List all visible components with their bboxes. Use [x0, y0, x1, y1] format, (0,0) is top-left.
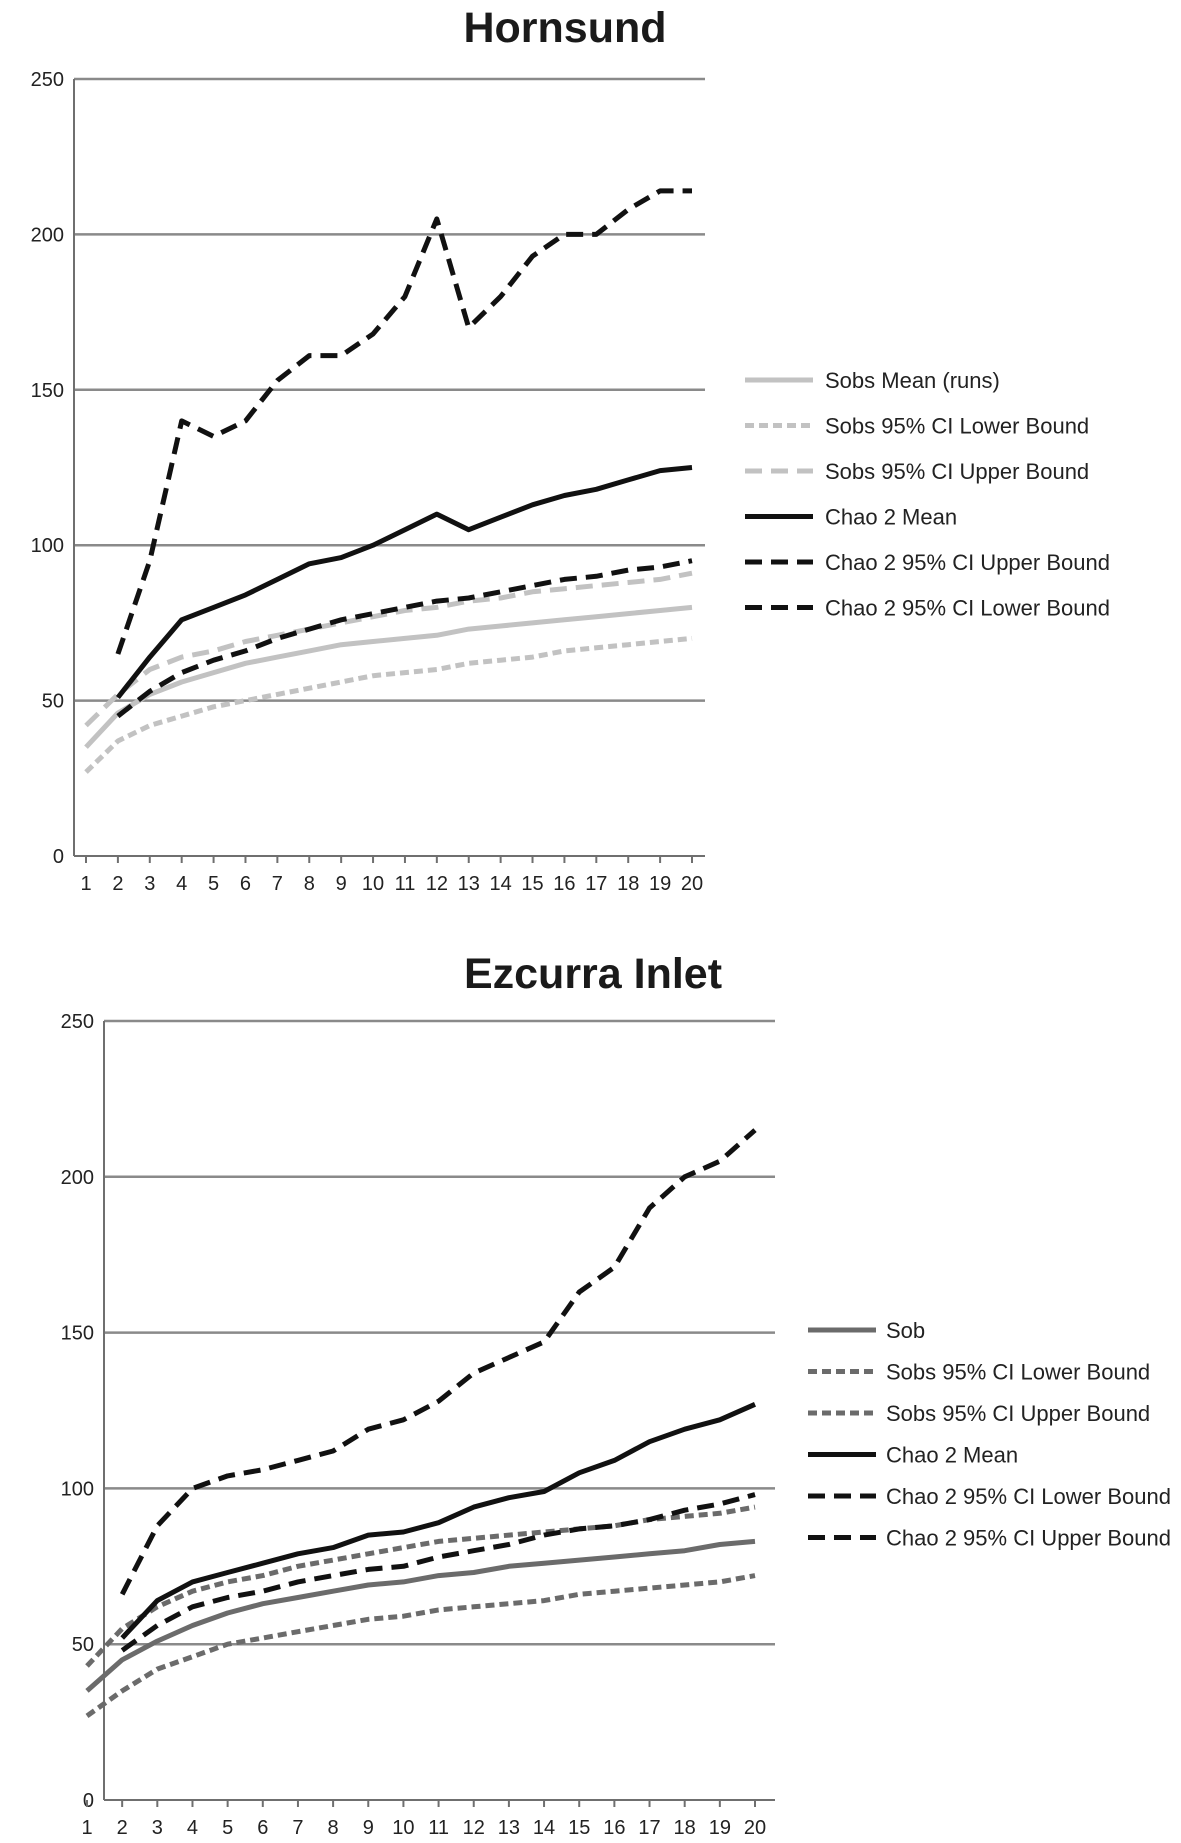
series-line-5 — [115, 188, 692, 655]
legend-label: Chao 2 95% CI Lower Bound — [825, 596, 1110, 621]
x-tick-label: 16 — [603, 1817, 625, 1839]
chart-title: Ezcurra Inlet — [464, 950, 722, 998]
x-tick-label: 9 — [363, 1817, 374, 1839]
x-tick-label: 17 — [585, 873, 607, 895]
x-tick-label: 11 — [395, 873, 416, 895]
series-line-3 — [84, 570, 693, 728]
series-line-2 — [85, 1573, 756, 1718]
x-tick-label: 8 — [304, 873, 315, 895]
x-tick-label: 4 — [187, 1817, 198, 1839]
legend-label: Sobs Mean (runs) — [825, 368, 1000, 393]
x-tick-label: 10 — [392, 1817, 414, 1839]
x-tick-label: 20 — [681, 873, 703, 895]
series-line-5 — [120, 1492, 756, 1653]
x-tick-label: 19 — [709, 1817, 731, 1839]
series-line-3 — [85, 1504, 756, 1668]
x-tick-label: 13 — [458, 873, 480, 895]
x-tick-label: 12 — [463, 1817, 485, 1839]
legend-label: Chao 2 95% CI Upper Bound — [886, 1526, 1171, 1551]
x-tick-label: 3 — [152, 1817, 163, 1839]
legend-label: Sobs 95% CI Lower Bound — [825, 414, 1089, 439]
legend-label: Chao 2 Mean — [825, 505, 957, 530]
x-tick-label: 14 — [490, 873, 512, 895]
x-tick-label: 10 — [362, 873, 384, 895]
x-tick-label: 19 — [649, 873, 671, 895]
x-tick-label: 7 — [272, 873, 283, 895]
y-tick-label: 100 — [61, 1478, 94, 1500]
x-tick-label: 5 — [222, 1817, 233, 1839]
series-line-2 — [84, 635, 693, 774]
x-tick-label: 4 — [176, 873, 187, 895]
y-tick-label: 150 — [61, 1323, 94, 1345]
x-tick-label: 18 — [674, 1817, 696, 1839]
x-tick-label: 20 — [744, 1817, 766, 1839]
x-tick-label: 8 — [328, 1817, 339, 1839]
x-tick-label: 14 — [533, 1817, 555, 1839]
legend-label: Sobs 95% CI Lower Bound — [886, 1360, 1150, 1385]
legend-label: Sob — [886, 1318, 925, 1343]
y-tick-label: 200 — [31, 224, 64, 246]
series-line-4 — [120, 1402, 757, 1640]
x-tick-label: 17 — [638, 1817, 660, 1839]
x-tick-label: 1 — [80, 873, 91, 895]
legend-label: Chao 2 Mean — [886, 1443, 1018, 1468]
x-tick-label: 7 — [292, 1817, 303, 1839]
x-tick-label: 12 — [426, 873, 448, 895]
series-line-4 — [115, 465, 693, 700]
x-tick-label: 6 — [240, 873, 251, 895]
y-tick-label: 150 — [31, 380, 64, 402]
legend-label: Sobs 95% CI Upper Bound — [825, 459, 1089, 484]
y-tick-label: 50 — [42, 691, 64, 713]
x-tick-label: 2 — [112, 873, 123, 895]
x-tick-label: 2 — [117, 1817, 128, 1839]
x-tick-label: 15 — [568, 1817, 590, 1839]
y-tick-label: 250 — [61, 1011, 94, 1033]
y-tick-label: 0 — [83, 1790, 94, 1812]
series-line-1 — [84, 604, 693, 749]
x-tick-label: 1 — [81, 1817, 92, 1839]
y-tick-label: 200 — [61, 1167, 94, 1189]
y-tick-label: 250 — [31, 69, 64, 91]
x-tick-label: 16 — [553, 873, 575, 895]
x-tick-label: 15 — [521, 873, 543, 895]
legend-label: Sobs 95% CI Upper Bound — [886, 1401, 1150, 1426]
legend-label: Chao 2 95% CI Lower Bound — [886, 1484, 1171, 1509]
y-tick-label: 50 — [72, 1634, 94, 1656]
x-tick-label: 11 — [428, 1817, 449, 1839]
x-tick-label: 3 — [144, 873, 155, 895]
legend-label: Chao 2 95% CI Upper Bound — [825, 550, 1110, 575]
x-tick-label: 9 — [336, 873, 347, 895]
series-line-6 — [116, 558, 693, 719]
chart-title: Hornsund — [463, 4, 666, 52]
legend: Sobs Mean (runs) Sobs 95% CI Lower Bound S… — [745, 368, 1110, 621]
series-line-6 — [119, 1128, 757, 1596]
series-line-1 — [85, 1538, 756, 1693]
legend: Sob Sobs 95% CI Lower Bound Sobs 95% CI Up… — [808, 1318, 1171, 1551]
x-tick-label: 18 — [617, 873, 639, 895]
y-tick-label: 100 — [31, 535, 64, 557]
x-tick-label: 5 — [208, 873, 219, 895]
y-tick-label: 0 — [53, 846, 64, 868]
x-tick-label: 13 — [498, 1817, 520, 1839]
x-tick-label: 6 — [257, 1817, 268, 1839]
